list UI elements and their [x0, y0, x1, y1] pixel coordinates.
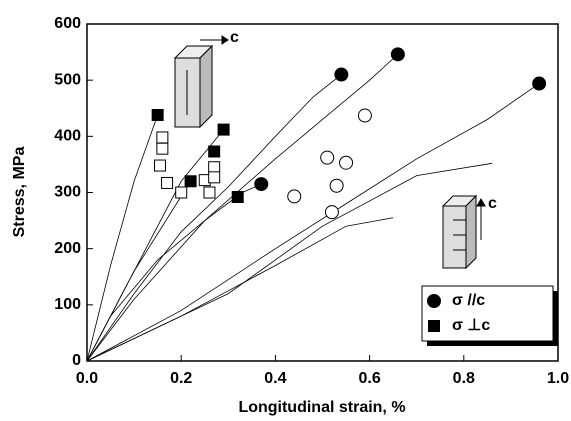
- legend-marker: [427, 294, 441, 308]
- legend-marker: [428, 320, 440, 332]
- point: [151, 108, 164, 121]
- curve: [86, 54, 399, 362]
- x-tick-label: 0.8: [453, 370, 475, 387]
- point: [156, 142, 169, 155]
- x-tick-label: 0.4: [264, 370, 286, 387]
- x-tick-label: 1.0: [547, 370, 569, 387]
- curve: [86, 114, 159, 362]
- x-tick-label: 0.0: [76, 370, 98, 387]
- point: [339, 155, 354, 170]
- y-tick-label: 500: [54, 71, 81, 88]
- point: [203, 186, 216, 199]
- point: [208, 171, 221, 184]
- point: [390, 47, 405, 62]
- x-axis-label: Longitudinal strain, %: [238, 399, 405, 416]
- point: [208, 145, 221, 158]
- point: [287, 189, 302, 204]
- point: [254, 177, 269, 192]
- x-tick-label: 0.2: [170, 370, 192, 387]
- point: [329, 178, 344, 193]
- y-axis-label: Stress, MPa: [11, 147, 28, 238]
- point: [334, 67, 349, 82]
- point: [217, 123, 230, 136]
- curve: [86, 183, 262, 362]
- point: [532, 76, 547, 91]
- point: [208, 161, 221, 174]
- y-tick-label: 300: [54, 184, 81, 201]
- legend: [421, 285, 554, 342]
- legend-label: σ //c: [452, 292, 485, 309]
- y-tick-label: 600: [54, 15, 81, 32]
- point: [324, 205, 339, 220]
- x-tick-label: 0.6: [358, 370, 380, 387]
- crystal-inset: [441, 194, 486, 270]
- y-tick-label: 100: [54, 296, 81, 313]
- y-tick-label: 400: [54, 128, 81, 145]
- annotation: c: [488, 195, 497, 212]
- point: [154, 159, 167, 172]
- point: [184, 175, 197, 188]
- point: [357, 108, 372, 123]
- point: [161, 176, 174, 189]
- point: [156, 131, 169, 144]
- annotation: c: [230, 29, 239, 46]
- curve: [86, 181, 191, 362]
- point: [231, 190, 244, 203]
- y-tick-label: 200: [54, 240, 81, 257]
- curve: [86, 217, 394, 362]
- y-tick-label: 0: [72, 352, 81, 369]
- legend-label: σ ⊥c: [452, 317, 490, 334]
- crystal-inset: [173, 35, 229, 129]
- curve: [86, 83, 540, 362]
- curve: [86, 74, 342, 362]
- point: [320, 150, 335, 165]
- point: [175, 186, 188, 199]
